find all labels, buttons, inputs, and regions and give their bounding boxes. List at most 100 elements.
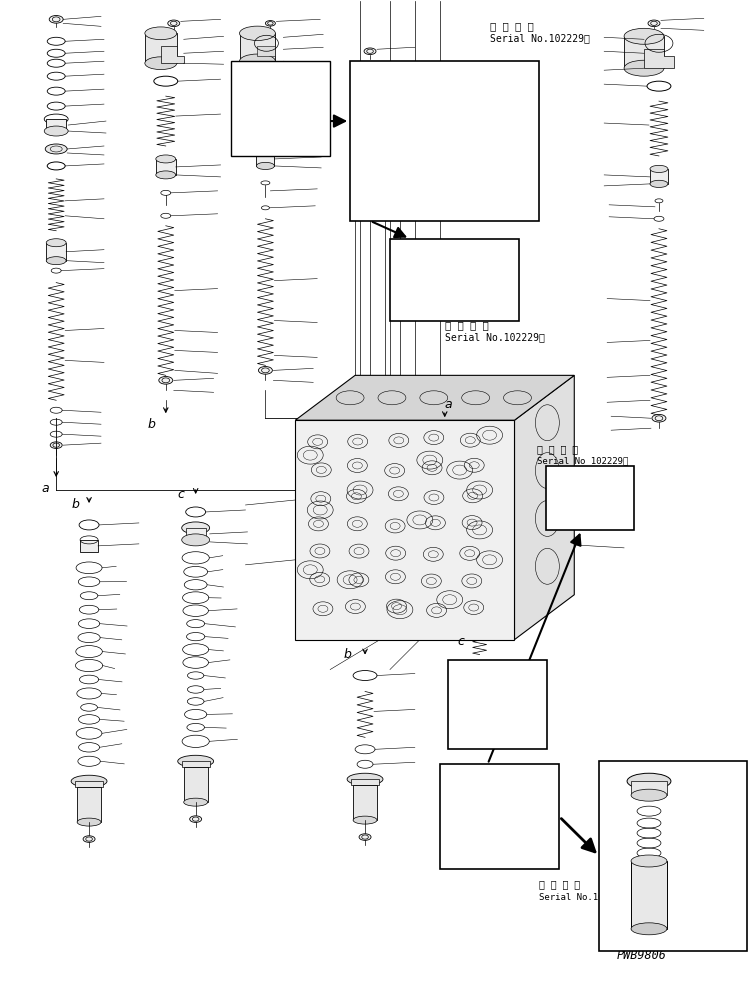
Text: a: a — [445, 398, 452, 411]
Text: a: a — [42, 482, 49, 495]
Bar — [156, 159, 176, 175]
Ellipse shape — [627, 773, 671, 789]
Ellipse shape — [183, 798, 208, 806]
Bar — [77, 787, 101, 822]
Ellipse shape — [168, 20, 180, 27]
Ellipse shape — [390, 133, 430, 149]
Bar — [239, 33, 276, 61]
Ellipse shape — [45, 144, 67, 154]
Ellipse shape — [624, 60, 664, 76]
Bar — [451, 675, 484, 712]
Bar — [631, 861, 667, 929]
Bar — [75, 781, 103, 787]
Bar — [631, 781, 667, 795]
Ellipse shape — [652, 414, 666, 422]
Text: 適 用 号 機: 適 用 号 機 — [539, 879, 581, 889]
Ellipse shape — [631, 855, 667, 867]
Bar — [461, 774, 488, 780]
Ellipse shape — [258, 367, 273, 374]
Bar — [186, 528, 205, 540]
Bar — [650, 169, 668, 184]
Text: 適 用 号 機: 適 用 号 機 — [538, 444, 578, 454]
Bar — [182, 761, 210, 767]
Text: b: b — [148, 418, 156, 431]
Text: Serial No.102229～: Serial No.102229～ — [489, 33, 590, 43]
Text: c: c — [458, 635, 464, 648]
Ellipse shape — [409, 246, 441, 259]
Bar — [390, 99, 430, 141]
Polygon shape — [514, 375, 575, 640]
Bar — [599, 761, 747, 951]
Ellipse shape — [569, 475, 584, 481]
Text: PWB9806: PWB9806 — [617, 949, 667, 962]
Bar — [409, 253, 441, 285]
Bar — [350, 61, 539, 221]
Ellipse shape — [159, 376, 173, 384]
Ellipse shape — [71, 775, 107, 787]
Ellipse shape — [145, 27, 177, 40]
Ellipse shape — [569, 497, 584, 503]
Ellipse shape — [451, 706, 484, 719]
Polygon shape — [644, 49, 674, 68]
Ellipse shape — [353, 816, 377, 824]
Ellipse shape — [400, 134, 439, 148]
Bar — [569, 478, 584, 500]
Ellipse shape — [412, 79, 428, 88]
Ellipse shape — [463, 811, 486, 819]
Ellipse shape — [177, 755, 214, 767]
Bar — [46, 119, 66, 131]
Ellipse shape — [264, 73, 276, 79]
Ellipse shape — [83, 836, 95, 842]
Ellipse shape — [190, 816, 202, 822]
Ellipse shape — [624, 28, 664, 44]
Ellipse shape — [45, 126, 68, 136]
Ellipse shape — [239, 54, 276, 68]
Bar — [448, 660, 547, 749]
Polygon shape — [295, 375, 575, 420]
Ellipse shape — [46, 257, 66, 265]
Ellipse shape — [400, 92, 439, 106]
Polygon shape — [295, 420, 514, 640]
Ellipse shape — [46, 239, 66, 247]
Polygon shape — [266, 96, 297, 106]
Bar — [439, 764, 559, 869]
Ellipse shape — [249, 108, 282, 120]
Ellipse shape — [77, 818, 101, 826]
Ellipse shape — [156, 155, 176, 163]
Text: 適 用 号 機: 適 用 号 機 — [445, 320, 488, 330]
Text: c: c — [177, 488, 185, 501]
Ellipse shape — [145, 57, 177, 70]
Text: b: b — [343, 648, 351, 661]
Ellipse shape — [156, 171, 176, 179]
Bar — [145, 33, 177, 63]
Text: Serial No 102229～: Serial No 102229～ — [538, 456, 629, 465]
Ellipse shape — [631, 789, 667, 801]
Text: b: b — [71, 498, 79, 511]
Text: Serial No.102229～: Serial No.102229～ — [539, 892, 630, 901]
Ellipse shape — [51, 442, 62, 448]
Bar — [249, 86, 282, 114]
Ellipse shape — [249, 80, 282, 93]
Ellipse shape — [347, 773, 383, 785]
Bar — [353, 785, 377, 820]
Ellipse shape — [648, 20, 660, 27]
Ellipse shape — [650, 180, 668, 187]
Bar — [351, 779, 379, 785]
Bar — [390, 239, 519, 321]
Bar — [80, 540, 98, 552]
Bar — [547, 466, 634, 530]
Ellipse shape — [364, 48, 376, 55]
Ellipse shape — [409, 278, 441, 291]
Ellipse shape — [451, 668, 484, 681]
Ellipse shape — [457, 768, 492, 780]
Ellipse shape — [182, 534, 210, 546]
Ellipse shape — [49, 15, 63, 23]
Ellipse shape — [182, 522, 210, 534]
Polygon shape — [257, 46, 276, 56]
Bar — [257, 151, 274, 166]
Text: 適 用 号 機: 適 用 号 機 — [489, 21, 533, 31]
Ellipse shape — [650, 165, 668, 173]
Text: Serial No.102229～: Serial No.102229～ — [445, 332, 544, 342]
Bar — [463, 780, 486, 815]
Ellipse shape — [359, 834, 371, 840]
